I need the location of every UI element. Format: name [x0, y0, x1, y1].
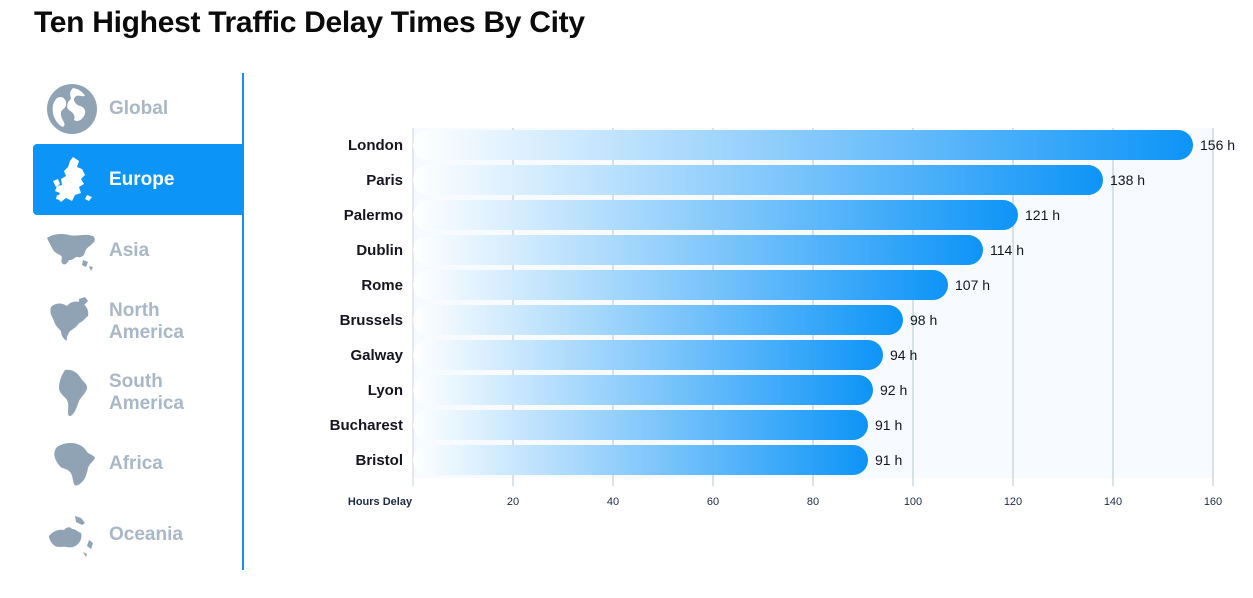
bar-bucharest — [413, 410, 868, 440]
x-tick-label: 80 — [807, 496, 819, 508]
city-label: Rome — [361, 277, 403, 294]
bar-lyon — [413, 375, 873, 405]
region-tab-label: Global — [109, 97, 169, 119]
asia-map-icon — [47, 233, 95, 271]
bar-value-label: 156 h — [1200, 137, 1235, 153]
x-tick-label: 160 — [1204, 496, 1222, 508]
delay-bar-chart: London 156 h Paris 138 h Palermo 121 h Dublin 1… — [243, 73, 1253, 598]
africa-map-icon — [54, 442, 95, 485]
bar-value-label: 91 h — [875, 452, 902, 468]
city-label: Dublin — [356, 242, 403, 259]
city-label: Paris — [366, 172, 403, 189]
bar-value-label: 107 h — [955, 277, 990, 293]
region-tab-label: Europe — [109, 168, 175, 190]
x-axis-title: Hours Delay — [348, 496, 413, 508]
region-tab-oceania[interactable]: Oceania — [33, 499, 242, 570]
x-tick-label: 40 — [607, 496, 619, 508]
region-tab-label: North America — [109, 299, 184, 343]
region-tab-africa[interactable]: Africa — [33, 428, 242, 499]
region-tab-north-america[interactable]: North America — [33, 286, 242, 357]
bar-palermo — [413, 200, 1018, 230]
city-label: Bucharest — [330, 417, 403, 434]
bar-brussels — [413, 305, 903, 335]
x-tick-label: 140 — [1104, 496, 1122, 508]
city-label: Galway — [350, 347, 403, 364]
city-label: Bristol — [355, 452, 403, 469]
x-tick-label: 20 — [507, 496, 519, 508]
bar-bristol — [413, 445, 868, 475]
bar-value-label: 94 h — [890, 347, 917, 363]
page-title: Ten Highest Traffic Delay Times By City — [34, 6, 585, 39]
city-label: Palermo — [344, 207, 403, 224]
north-america-map-icon — [50, 296, 89, 341]
region-tab-label: Africa — [109, 452, 163, 474]
europe-map-icon — [53, 156, 92, 202]
bar-rome — [413, 270, 948, 300]
bar-value-label: 114 h — [990, 242, 1024, 258]
bar-value-label: 92 h — [880, 382, 907, 398]
bar-dublin — [413, 235, 983, 265]
bar-value-label: 91 h — [875, 417, 902, 433]
oceania-map-icon — [49, 515, 93, 557]
x-tick-label: 60 — [707, 496, 719, 508]
city-label: Lyon — [368, 382, 403, 399]
region-tab-label: Oceania — [109, 523, 183, 545]
bar-galway — [413, 340, 883, 370]
city-label: London — [348, 137, 403, 154]
region-sidebar: Global Europe Asia North America South Am… — [33, 73, 244, 570]
south-america-map-icon — [59, 369, 88, 416]
bar-paris — [413, 165, 1103, 195]
city-label: Brussels — [340, 312, 403, 329]
x-tick-label: 120 — [1004, 496, 1022, 508]
region-tab-label: Asia — [109, 239, 150, 261]
chart-canvas: London 156 h Paris 138 h Palermo 121 h Dublin 1… — [330, 128, 1235, 508]
bar-london — [413, 130, 1193, 160]
bar-value-label: 138 h — [1110, 172, 1145, 188]
region-tab-europe[interactable]: Europe — [33, 144, 242, 215]
x-tick-label: 100 — [904, 496, 922, 508]
region-tab-label: South America — [109, 370, 184, 414]
bar-value-label: 121 h — [1025, 207, 1060, 223]
region-tab-south-america[interactable]: South America — [33, 357, 242, 428]
region-tab-asia[interactable]: Asia — [33, 215, 242, 286]
bar-value-label: 98 h — [910, 312, 937, 328]
globe-icon — [47, 83, 97, 134]
region-tab-global[interactable]: Global — [33, 73, 242, 144]
